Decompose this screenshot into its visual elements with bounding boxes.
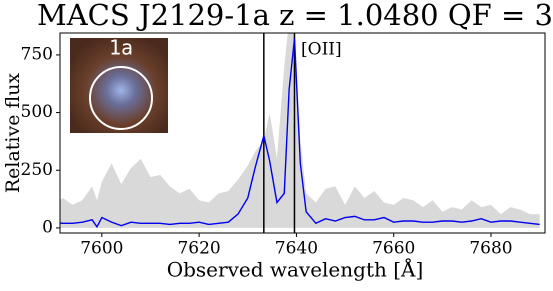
y-tick-label: 750 [21,44,53,64]
x-axis-label: Observed wavelength [Å] [167,257,424,282]
plot-area [60,33,540,233]
x-tick-label: 7660 [372,239,415,259]
inset-image: 1a [70,36,168,133]
plot-frame [59,32,546,234]
x-tick-label: 7600 [80,239,123,259]
inset-circle [89,66,153,130]
x-tick-label: 7680 [469,239,512,259]
y-tick-label: 0 [42,217,53,237]
x-tick-label: 7620 [177,239,220,259]
noise-area [60,33,540,228]
y-axis-label: Relative flux [2,73,24,194]
chart-title: MACS J2129-1a z = 1.0480 QF = 3 [37,0,553,32]
y-tick-label: 500 [21,102,53,122]
y-tick-label: 250 [21,160,53,180]
spectrum-line [60,38,540,229]
inset-background [70,38,168,133]
annotation: [OII] [301,40,342,60]
inset-label: 1a [109,36,133,60]
x-tick-label: 7640 [275,239,318,259]
